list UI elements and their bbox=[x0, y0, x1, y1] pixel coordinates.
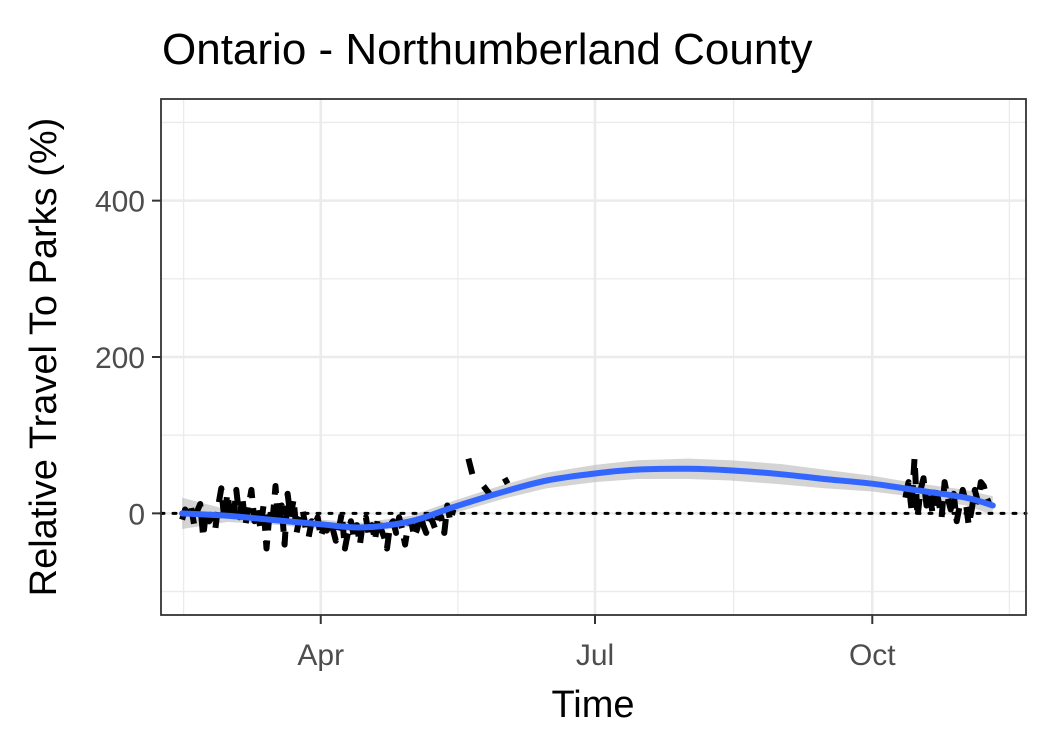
smoothed-series-layer bbox=[179, 465, 996, 531]
y-tick-label: 0 bbox=[128, 498, 145, 531]
observed-series-line bbox=[179, 483, 457, 552]
x-tick-label: Apr bbox=[297, 639, 344, 672]
y-axis: 0 200 400 bbox=[95, 186, 161, 531]
chart-title: Ontario - Northumberland County bbox=[162, 25, 813, 74]
smoothed-trend-line bbox=[179, 465, 996, 531]
observed-series-line bbox=[465, 457, 478, 483]
x-tick-label: Jul bbox=[576, 639, 614, 672]
x-axis: Apr Jul Oct bbox=[297, 615, 896, 672]
y-tick-label: 200 bbox=[95, 342, 145, 375]
observed-series-line bbox=[501, 476, 511, 486]
x-tick-label: Oct bbox=[849, 639, 896, 672]
y-axis-title: Relative Travel To Parks (%) bbox=[23, 118, 65, 597]
x-axis-title: Time bbox=[551, 684, 634, 726]
observed-series-line bbox=[902, 455, 993, 529]
observed-series-layer bbox=[179, 455, 993, 552]
observed-series-line bbox=[481, 484, 492, 496]
y-tick-label: 400 bbox=[95, 186, 145, 219]
